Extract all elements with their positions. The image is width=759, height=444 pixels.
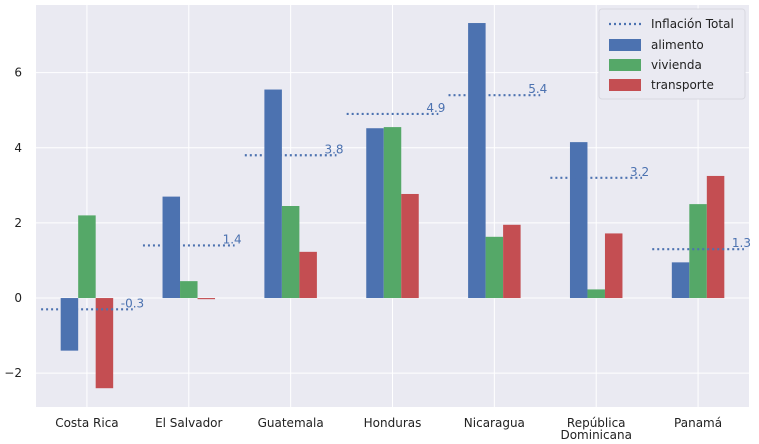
bar-alimento-panama [671,262,690,299]
y-tick-label: −2 [4,366,22,380]
y-tick-label: 0 [14,291,22,305]
y-tick-label: 6 [14,66,22,80]
bar-transporte-costa-rica [95,298,114,389]
x-axis: Costa Rica El Salvador Guatemala Honduras Ni… [55,416,722,442]
bar-vivienda-guatemala [281,206,300,299]
bar-transporte-nicaragua [503,224,521,299]
legend-swatch-transporte [609,79,641,91]
bars [60,23,725,389]
inflation-value-label: 5.4 [528,82,547,96]
legend-swatch-alimento [609,39,641,51]
y-tick-label: 2 [14,216,22,230]
bar-alimento-el-salvador [162,196,181,299]
inflation-value-label: 3.2 [630,165,649,179]
inflation-lines: -0.3 1.4 3.8 4.9 5.4 3.2 1.3 [41,82,751,311]
inflation-value-label: -0.3 [121,296,144,310]
x-tick-label: Panamá [674,416,722,430]
legend: Inflación Total alimento vivienda transp… [598,8,746,100]
bar-alimento-honduras [366,128,384,299]
bar-alimento-costa-rica [60,298,79,351]
bar-vivienda-el-salvador [180,281,198,299]
legend-label-inflacion: Inflación Total [651,17,734,31]
bar-vivienda-costa-rica [78,215,96,299]
x-tick-label: Guatemala [258,416,324,430]
x-tick-label: Honduras [364,416,422,430]
bar-vivienda-republica-dominicana [587,289,605,299]
bar-alimento-guatemala [264,89,282,299]
inflation-value-label: 3.8 [324,142,343,156]
legend-label-transporte: transporte [651,78,714,92]
legend-label-vivienda: vivienda [651,58,702,72]
bar-transporte-republica-dominicana [604,233,623,299]
bar-vivienda-honduras [383,127,402,299]
inflation-value-label: 4.9 [426,101,445,115]
y-tick-label: 4 [14,141,22,155]
bar-alimento-nicaragua [468,23,486,299]
inflation-value-label: 1.3 [732,236,751,250]
x-tick-label: Costa Rica [55,416,118,430]
bar-alimento-republica-dominicana [569,142,588,299]
bar-transporte-honduras [401,193,419,299]
y-axis: −2 0 2 4 6 [4,66,22,381]
bar-vivienda-panama [689,204,707,299]
legend-swatch-vivienda [609,59,641,71]
legend-box [598,8,746,100]
bar-vivienda-nicaragua [485,236,504,299]
bar-transporte-el-salvador [197,298,216,300]
bar-transporte-panama [706,175,725,299]
x-tick-label: Nicaragua [464,416,525,430]
inflation-value-label: 1.4 [223,232,242,246]
bar-transporte-guatemala [299,251,317,299]
x-tick-label: República Dominicana [560,416,631,442]
x-tick-label: El Salvador [155,416,222,430]
legend-label-alimento: alimento [651,38,704,52]
